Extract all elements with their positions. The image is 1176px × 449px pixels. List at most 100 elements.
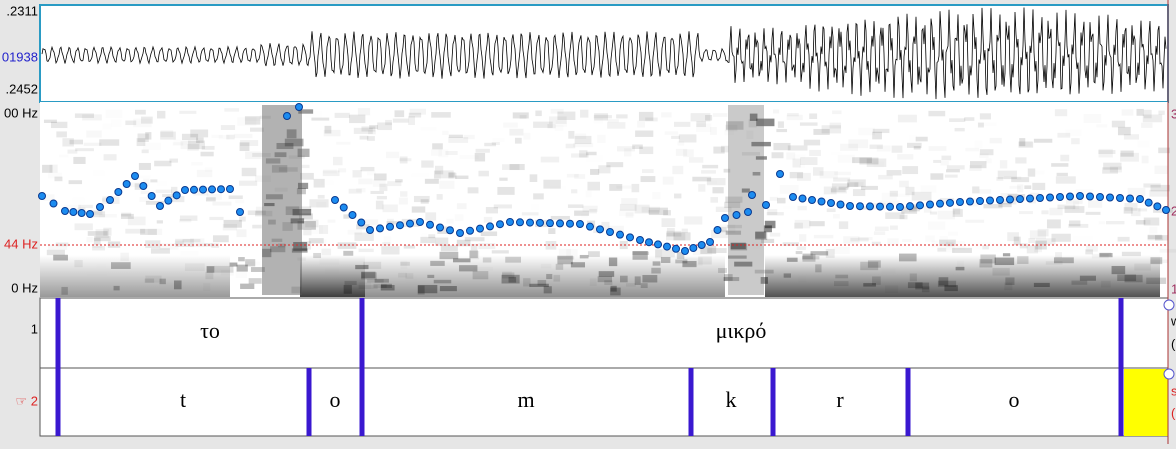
pitch-point xyxy=(49,199,58,208)
spectral-energy xyxy=(1102,167,1119,174)
spectral-energy xyxy=(105,110,122,118)
spectral-energy xyxy=(385,119,392,126)
burst xyxy=(262,105,302,295)
pitch-point xyxy=(654,240,662,249)
spectral-energy xyxy=(952,207,961,215)
spectral-energy xyxy=(1069,220,1081,227)
spectral-energy xyxy=(238,257,245,262)
freq-top: 00 Hz xyxy=(4,105,38,120)
interval-label: o xyxy=(1009,387,1020,412)
spectral-energy xyxy=(111,119,122,127)
spectral-energy xyxy=(770,197,778,201)
spectral-energy xyxy=(941,155,952,161)
spectral-energy xyxy=(752,171,761,176)
spectral-energy xyxy=(241,167,257,177)
pitch-point xyxy=(1026,194,1034,203)
spectral-energy xyxy=(197,170,213,177)
spectral-energy xyxy=(270,246,286,253)
pitch-point xyxy=(348,211,357,219)
spectral-energy xyxy=(792,158,801,168)
pitch-point xyxy=(556,219,564,228)
spectral-energy xyxy=(719,226,727,232)
spectral-energy xyxy=(587,181,601,191)
pitch-point xyxy=(114,188,123,196)
spectral-energy xyxy=(297,182,309,189)
spectral-energy xyxy=(571,189,578,194)
spectral-energy xyxy=(597,135,606,143)
low-band xyxy=(765,255,1160,297)
spectral-energy xyxy=(92,246,105,251)
spectral-energy xyxy=(424,178,439,184)
spectral-energy xyxy=(997,170,1017,179)
spectral-energy xyxy=(259,115,271,119)
pitch-point xyxy=(486,222,494,231)
spectral-energy xyxy=(780,185,799,194)
spectral-energy xyxy=(809,221,825,227)
spectral-energy xyxy=(1055,176,1076,184)
spectral-energy xyxy=(830,188,848,194)
spectral-energy xyxy=(154,160,172,167)
spectral-energy xyxy=(457,203,467,209)
spectral-energy xyxy=(160,130,174,138)
spectral-energy xyxy=(305,219,319,228)
pitch-point xyxy=(506,218,514,226)
spectral-energy xyxy=(640,176,656,183)
spectral-energy xyxy=(619,209,634,216)
spectral-energy xyxy=(271,238,283,242)
spectral-energy xyxy=(1057,204,1076,210)
spectral-energy xyxy=(1098,150,1116,155)
spectral-energy xyxy=(665,131,679,135)
pitch-point xyxy=(645,238,653,247)
spectral-energy xyxy=(211,135,222,138)
spectral-energy xyxy=(852,189,866,197)
wave-zero: 01938 xyxy=(2,49,38,64)
spectral-energy xyxy=(1146,242,1165,249)
spectral-energy xyxy=(730,243,748,251)
pitch-point xyxy=(836,200,845,209)
spectral-energy xyxy=(121,212,132,217)
spectral-energy xyxy=(748,119,757,128)
pitch-point xyxy=(406,219,414,228)
wave-max: .2311 xyxy=(6,3,38,18)
spectral-energy xyxy=(901,206,918,214)
spectral-energy xyxy=(529,140,537,143)
spectral-energy xyxy=(831,152,842,156)
spectral-energy xyxy=(381,246,400,255)
spectral-energy xyxy=(571,153,589,158)
spectral-energy xyxy=(776,128,788,133)
pitch-point xyxy=(1116,194,1124,202)
spectral-energy xyxy=(619,240,628,250)
tier-side: s xyxy=(1171,383,1176,398)
spectral-energy xyxy=(983,204,1003,209)
interval-label: r xyxy=(836,387,844,412)
spectral-energy xyxy=(171,186,178,195)
pitch-point xyxy=(636,236,644,244)
spectral-energy xyxy=(223,219,242,228)
spectral-energy xyxy=(1103,162,1122,170)
spectral-energy xyxy=(869,144,883,149)
spectral-energy xyxy=(425,212,437,221)
spectral-energy xyxy=(299,213,313,220)
spectral-energy xyxy=(1117,236,1130,242)
tier-side: w xyxy=(1170,313,1176,328)
spectral-energy xyxy=(655,249,675,258)
interval-label: k xyxy=(726,387,737,412)
spectral-energy xyxy=(583,206,598,212)
spectral-energy xyxy=(125,120,137,126)
spectral-energy xyxy=(141,116,153,124)
spectral-energy xyxy=(1120,152,1139,162)
spectral-energy xyxy=(1086,245,1098,252)
spectral-energy xyxy=(1088,200,1102,208)
spectral-energy xyxy=(945,242,954,247)
spectral-energy xyxy=(1046,219,1061,229)
spectral-energy xyxy=(666,230,682,237)
spectral-energy xyxy=(431,149,442,156)
spectral-energy xyxy=(157,181,166,186)
spectral-energy xyxy=(226,134,235,140)
spectral-energy xyxy=(724,274,733,281)
spectral-energy xyxy=(408,112,422,118)
spectral-energy xyxy=(54,176,63,182)
spectral-energy xyxy=(480,231,498,237)
spectral-energy xyxy=(829,122,842,129)
spectral-energy xyxy=(755,156,767,160)
